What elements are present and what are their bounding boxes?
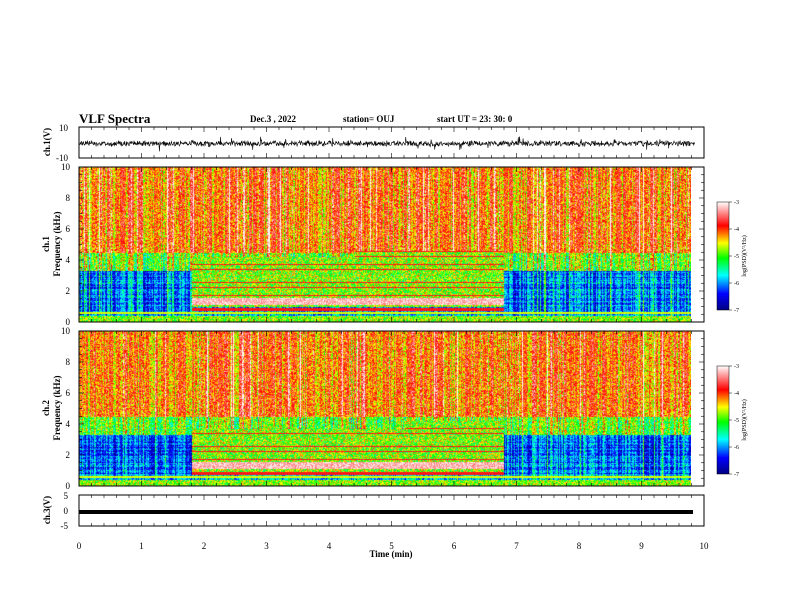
x-tick-label: 4 [327,541,332,551]
date-label: Dec.3 , 2022 [250,114,296,124]
ch1-waveform-line [78,136,695,152]
ch1-spectrogram-ylabel-frequency: Frequency (kHz) [52,211,62,276]
ch2-colorbar [716,365,730,475]
y-tick-label: 2 [66,286,71,296]
ch2-spectrogram-ylabel-frequency: Frequency (kHz) [52,375,62,440]
y-tick-label: 0 [66,481,71,491]
colorbar-tick-label: -4 [734,227,739,233]
ch2-spectrogram-image [79,331,691,486]
ch1-colorbar-label: log(PSD)(V²/Hz) [741,235,748,276]
ch3-waveform-ylabel: ch.3(V) [42,496,52,524]
y-tick-label: 2 [66,450,71,460]
start-time-label: start UT = 23: 30: 0 [437,114,513,124]
ch1-colorbar [716,201,730,311]
x-tick-label: 10 [700,541,710,551]
colorbar-tick-label: -7 [734,308,739,314]
ch1-spectrogram-image [79,167,691,322]
ch3-waveform-line [79,510,693,514]
x-tick-label: 5 [389,541,394,551]
x-tick-label: 6 [452,541,457,551]
ch2-spectrogram-ylabel-channel: ch.2 [41,400,51,416]
x-tick-label: 7 [514,541,519,551]
y-tick-label: 10 [61,326,71,336]
ch1-spectrogram-ylabel-channel: ch.1 [41,236,51,252]
colorbar-tick-label: -7 [734,472,739,478]
ch3-ytick-middle: 0 [64,506,69,516]
y-tick-label: 8 [66,357,71,367]
ch3-ytick-bottom: -5 [61,521,69,531]
colorbar-tick-label: -5 [734,418,739,424]
y-tick-label: 8 [66,193,71,203]
y-tick-label: 4 [66,255,71,265]
station-label: station= OUJ [343,114,395,124]
ch3-ytick-top: 5 [64,491,69,501]
colorbar-tick-label: -3 [734,200,739,206]
y-tick-label: 6 [66,224,71,234]
figure-title: VLF Spectra [79,111,151,126]
colorbar-tick-label: -3 [734,364,739,370]
x-axis-label: Time (min) [369,549,412,559]
x-tick-label: 9 [639,541,644,551]
colorbar-tick-label: -4 [734,391,739,397]
colorbar-tick-label: -6 [734,281,739,287]
x-tick-label: 8 [577,541,582,551]
x-tick-label: 1 [139,541,144,551]
ch1-ytick-top: 10 [59,123,69,133]
ch1-ytick-bottom: -10 [56,153,68,163]
x-tick-label: 2 [202,541,207,551]
ch1-waveform-ylabel: ch.1(V) [42,128,52,156]
x-tick-label: 3 [264,541,269,551]
colorbar-tick-label: -6 [734,445,739,451]
y-tick-label: 0 [66,317,71,327]
y-tick-label: 10 [61,162,71,172]
y-tick-label: 6 [66,388,71,398]
x-tick-label: 0 [77,541,82,551]
colorbar-tick-label: -5 [734,254,739,260]
y-tick-label: 4 [66,419,71,429]
ch2-colorbar-label: log(PSD)(V²/Hz) [741,399,748,440]
